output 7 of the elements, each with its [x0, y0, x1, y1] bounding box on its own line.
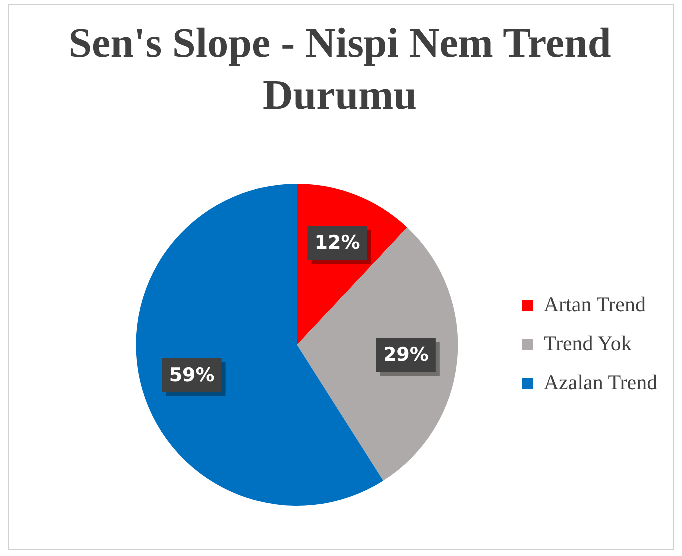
data-label: 29%: [383, 344, 429, 366]
chart-title: Sen's Slope - Nispi Nem Trend Durumu: [68, 20, 612, 121]
data-label: 59%: [169, 364, 215, 386]
legend-label: Artan Trend: [544, 292, 646, 317]
data-label: 12%: [314, 232, 360, 254]
legend-label: Azalan Trend: [544, 370, 658, 395]
legend-label: Trend Yok: [544, 332, 632, 356]
